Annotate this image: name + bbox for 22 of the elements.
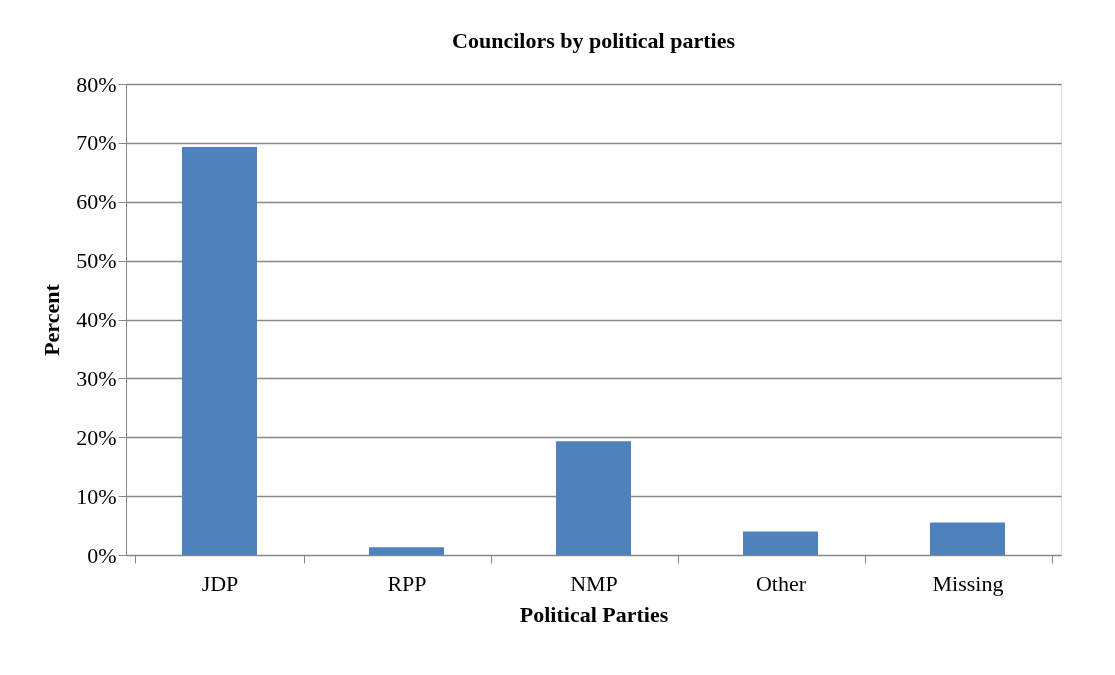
bar <box>743 531 818 555</box>
y-tick-label: 30% <box>76 365 117 391</box>
x-tick-label: RPP <box>387 570 427 596</box>
y-tick-label: 70% <box>76 130 117 156</box>
y-tick-label: 20% <box>76 424 117 450</box>
y-tick-label: 10% <box>76 483 117 509</box>
x-tick-label: Missing <box>932 570 1004 596</box>
bar <box>930 522 1005 555</box>
x-tick-label: Other <box>755 570 807 596</box>
y-tick-label: 50% <box>76 248 117 274</box>
y-tick-label: 80% <box>76 71 117 97</box>
bar <box>182 147 257 555</box>
x-axis-title: Political Parties <box>519 601 669 627</box>
bar <box>369 547 444 555</box>
y-axis-title: Percent <box>39 283 65 356</box>
x-tick-label: NMP <box>570 570 618 596</box>
y-tick-label: 0% <box>87 542 117 568</box>
bar <box>556 441 631 555</box>
y-tick-label: 60% <box>76 189 117 215</box>
y-tick-label: 40% <box>76 307 117 332</box>
chart-title: Councilors by political parties <box>452 28 736 53</box>
x-tick-label: JDP <box>201 570 239 596</box>
